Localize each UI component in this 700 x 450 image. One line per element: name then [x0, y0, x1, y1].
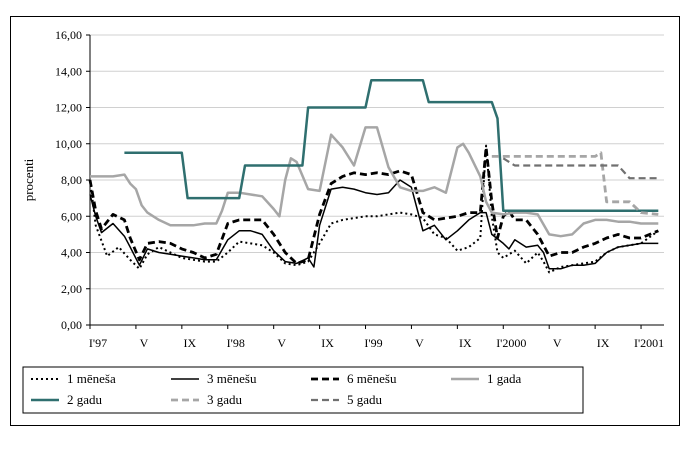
x-axis-ticks: I'97 V IX I'98 V IX I'99 V IX I'2000 V IX I'2001 [89, 325, 664, 350]
y-tick-label: 14,00 [55, 64, 82, 78]
x-tick-label: V [553, 336, 562, 350]
y-tick-label: 6,00 [61, 209, 82, 223]
y-tick-label: 12,00 [55, 101, 82, 115]
x-tick-label: IX [184, 336, 197, 350]
series-line-7 [502, 157, 659, 180]
x-tick-label: IX [459, 336, 472, 350]
legend-label-5: 2 gadu [67, 392, 103, 407]
x-tick-label: I'99 [364, 336, 382, 350]
y-tick-label: 4,00 [61, 246, 82, 260]
line-chart: 0,00 2,00 4,00 6,00 8,00 10,00 12,00 14,00 16,00… [21, 28, 664, 414]
x-tick-label: IX [321, 336, 334, 350]
series-line-2 [89, 179, 659, 270]
y-axis-label: procenti [21, 158, 36, 201]
x-tick-label: V [415, 336, 424, 350]
y-tick-label: 0,00 [61, 318, 82, 332]
legend-label-4: 1 gada [487, 371, 522, 386]
legend-label-1: 1 mēneša [67, 371, 116, 386]
x-tick-label: I'97 [89, 336, 107, 350]
y-axis-ticks: 0,00 2,00 4,00 6,00 8,00 10,00 12,00 14,00 16,00 [55, 28, 90, 332]
x-tick-label: I'98 [227, 336, 245, 350]
series-group [88, 79, 659, 274]
x-tick-label: IX [597, 336, 610, 350]
series-line-3 [88, 146, 659, 265]
y-tick-label: 8,00 [61, 173, 82, 187]
legend-label-6: 3 gadu [207, 392, 243, 407]
x-tick-label: I'2000 [496, 336, 526, 350]
series-line-6 [491, 151, 659, 216]
x-tick-label: V [277, 336, 286, 350]
gridlines [89, 34, 664, 326]
series-line-1 [89, 144, 659, 274]
legend-label-7: 5 gadu [347, 392, 383, 407]
y-tick-label: 10,00 [55, 137, 82, 151]
y-tick-label: 16,00 [55, 28, 82, 42]
legend-label-2: 3 mēnešu [207, 371, 257, 386]
chart-frame: 0,00 2,00 4,00 6,00 8,00 10,00 12,00 14,00 16,00… [10, 16, 680, 426]
legend-box [22, 366, 584, 414]
x-tick-label: I'2001 [634, 336, 664, 350]
x-tick-label: V [140, 336, 149, 350]
y-tick-label: 2,00 [61, 282, 82, 296]
legend: 1 mēneša 3 mēnešu 6 mēnešu 1 gada 2 gadu 3 ga… [22, 366, 584, 414]
series-line-5 [124, 79, 659, 213]
legend-label-3: 6 mēnešu [347, 371, 397, 386]
series-line-4 [90, 126, 659, 238]
